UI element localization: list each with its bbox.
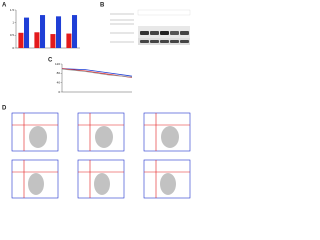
y-tick-label: 0.5 — [10, 33, 15, 37]
bar — [72, 15, 78, 49]
line — [61, 68, 133, 77]
line — [61, 68, 133, 78]
panel-label: B — [100, 3, 105, 9]
panel-label: D — [2, 106, 7, 112]
bar — [50, 34, 56, 48]
panel-label: C — [48, 58, 53, 64]
flow-plots — [11, 112, 191, 199]
y-tick-label: 1.5 — [10, 8, 15, 12]
bar — [34, 32, 40, 48]
y-tick-label: 1 — [12, 20, 14, 24]
bar — [66, 33, 72, 48]
bar — [24, 17, 30, 48]
y-tick-label: 0 — [12, 46, 14, 50]
figure: A B C D 0 0.5 1 1.5 0 40 80 120 — [2, 3, 191, 199]
bar — [40, 15, 46, 49]
panel-label: A — [2, 3, 7, 9]
bar — [18, 32, 24, 48]
y-tick-label: 120 — [55, 62, 60, 66]
western-blot — [110, 9, 191, 45]
y-tick-label: 40 — [57, 80, 61, 84]
y-tick-label: 80 — [57, 71, 61, 75]
bar — [56, 16, 62, 48]
y-tick-label: 0 — [58, 90, 60, 94]
